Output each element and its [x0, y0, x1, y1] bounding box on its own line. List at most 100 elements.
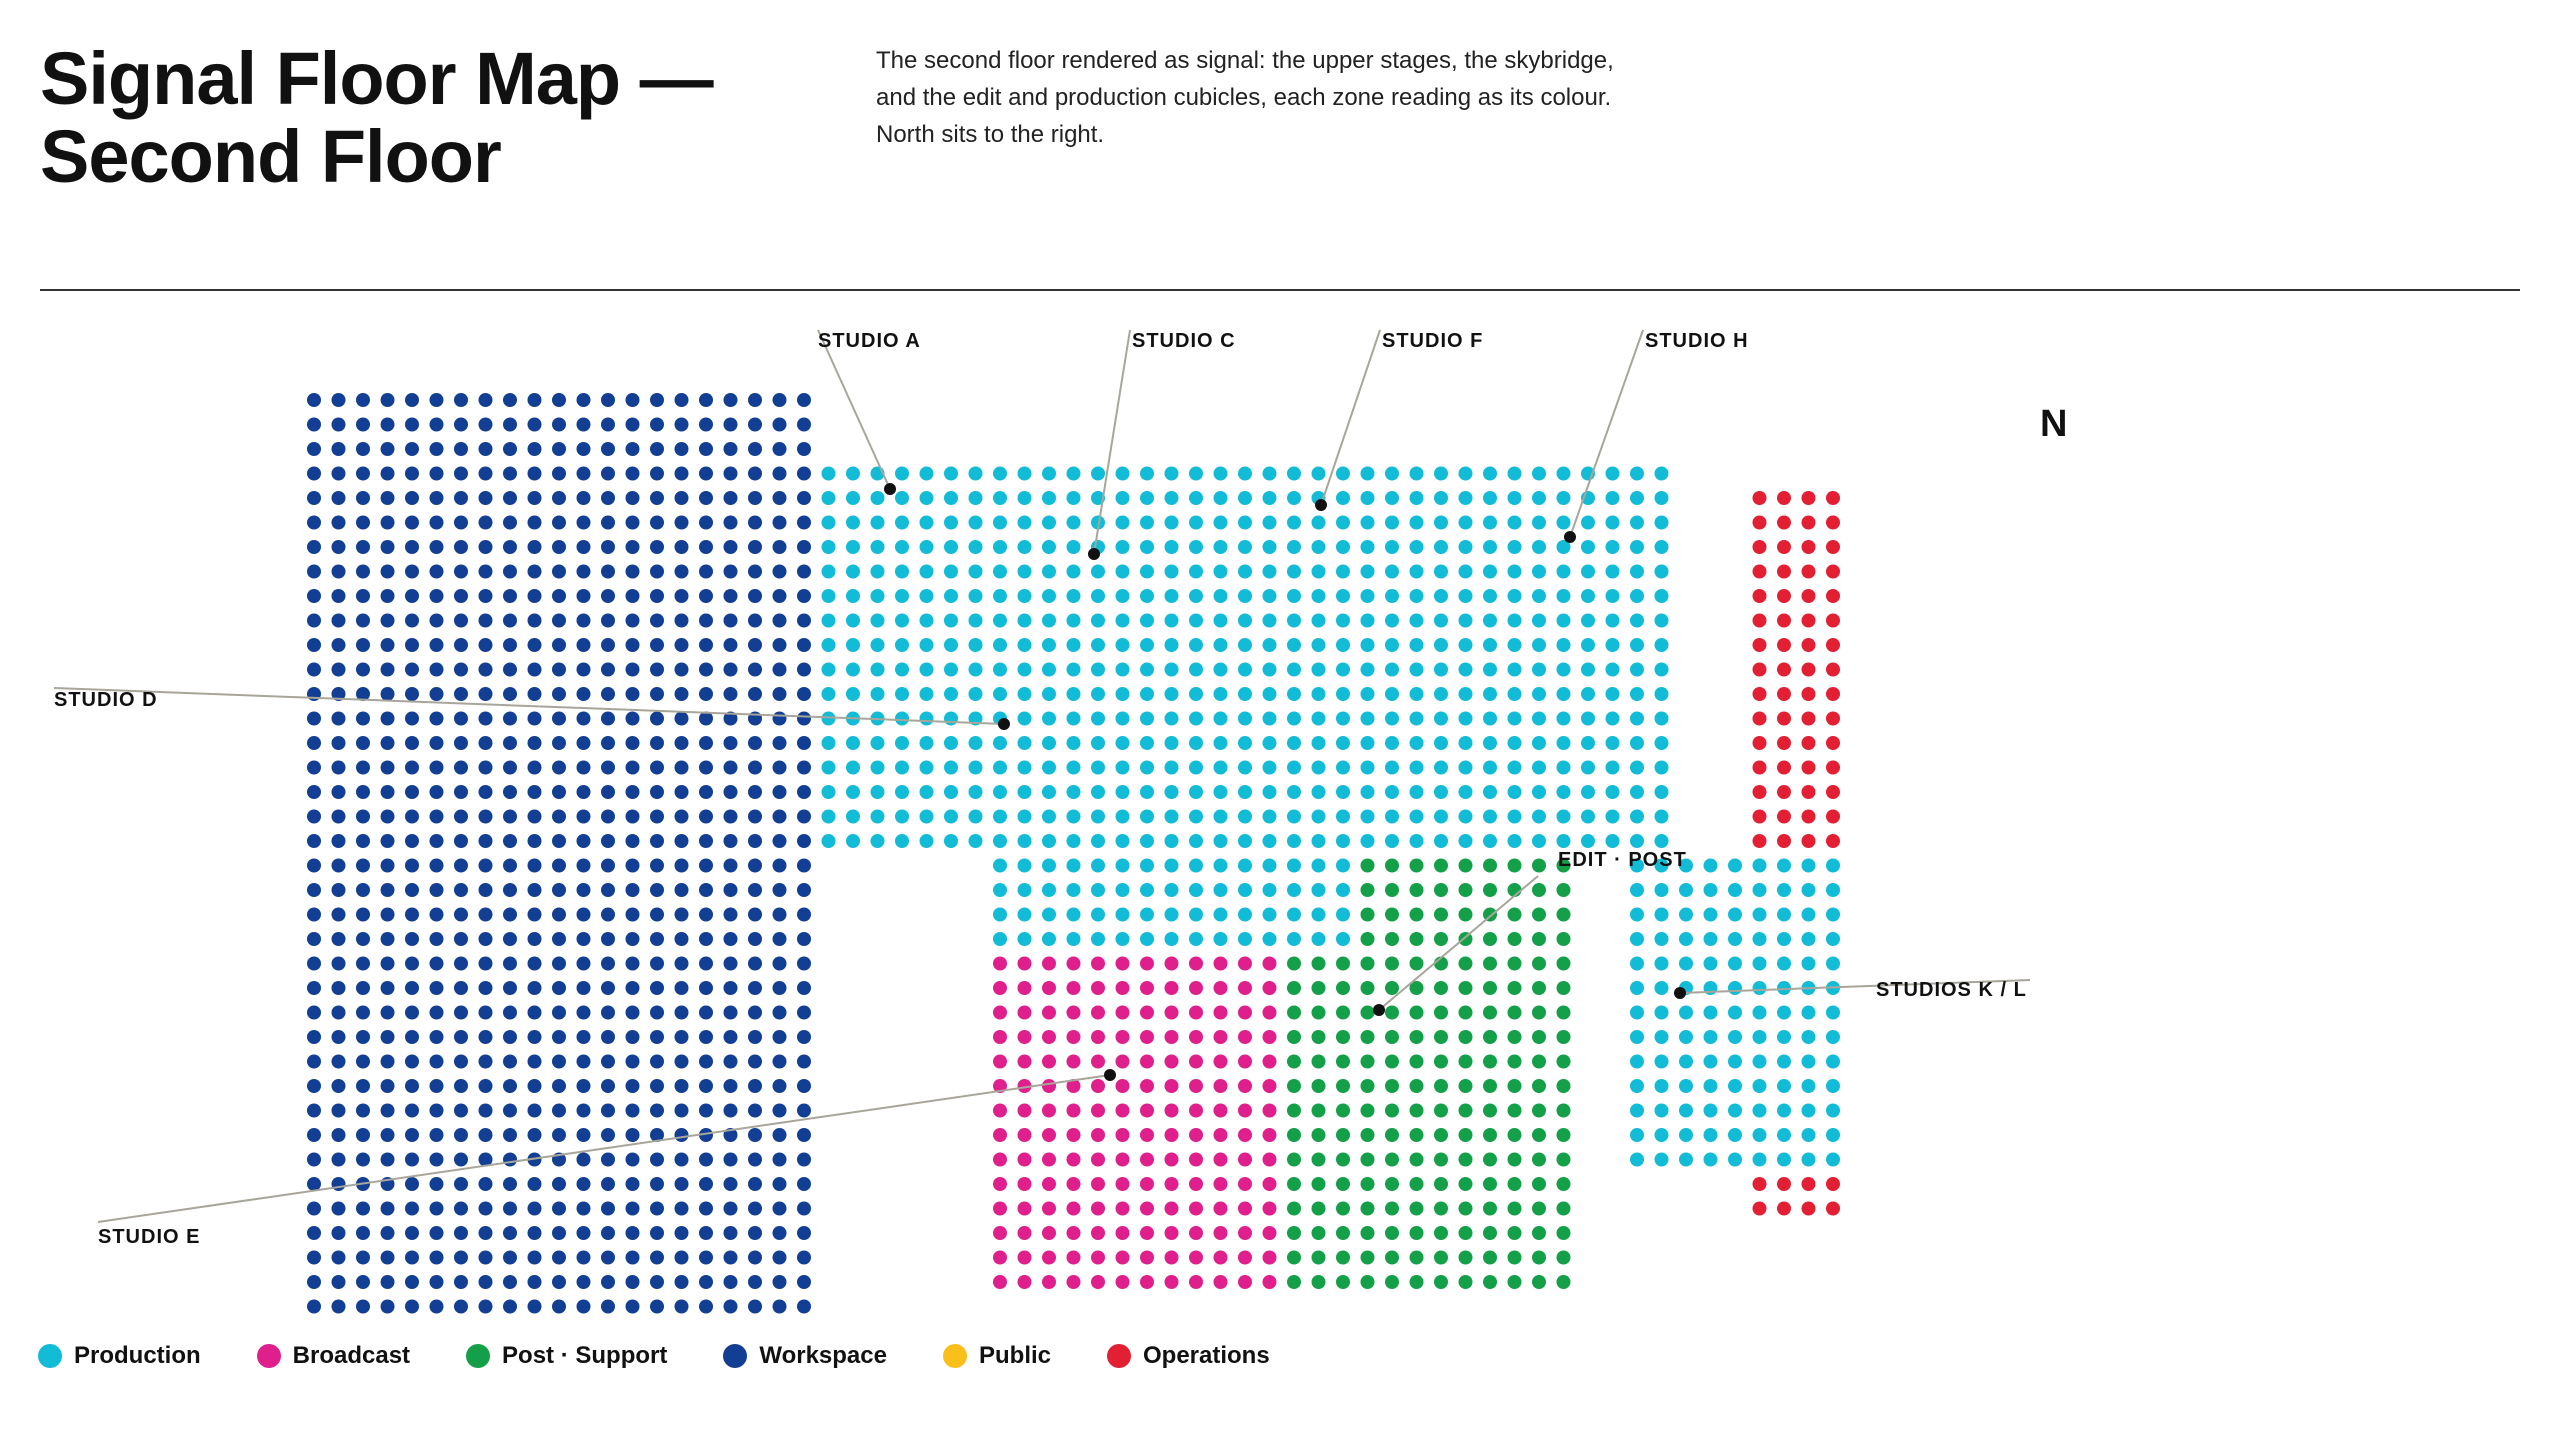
dot-post-support: [1483, 1128, 1497, 1142]
dot-broadcast: [1091, 1275, 1105, 1289]
dot-workspace: [331, 981, 346, 995]
dot-production: [1091, 907, 1105, 922]
dot-production: [1679, 858, 1693, 873]
dot-broadcast: [1140, 956, 1154, 971]
dot-workspace: [552, 1054, 566, 1069]
dot-workspace: [674, 662, 689, 677]
dot-workspace: [748, 515, 762, 530]
dot-workspace: [601, 907, 615, 922]
dot-production: [1091, 589, 1105, 603]
dot-production: [1556, 613, 1571, 628]
dot-production: [993, 491, 1007, 505]
dot-production: [993, 662, 1007, 677]
dot-workspace: [699, 834, 713, 848]
dot-workspace: [331, 540, 346, 554]
dot-production: [1507, 711, 1522, 726]
dot-production: [1066, 662, 1081, 677]
dot-workspace: [576, 981, 591, 995]
dot-broadcast: [1164, 1226, 1179, 1240]
dot-workspace: [723, 956, 738, 971]
dot-production: [1458, 613, 1473, 628]
dot-workspace: [356, 711, 370, 726]
dot-workspace: [429, 834, 444, 848]
dot-workspace: [601, 1054, 615, 1069]
dot-production: [1311, 589, 1326, 603]
dot-workspace: [797, 1005, 811, 1020]
dot-operations: [1752, 687, 1767, 701]
dot-workspace: [380, 491, 395, 505]
dot-workspace: [576, 785, 591, 799]
dot-workspace: [625, 1128, 640, 1142]
dot-workspace: [772, 1005, 787, 1020]
dot-workspace: [478, 785, 493, 799]
dot-workspace: [356, 1030, 370, 1044]
dot-production: [895, 809, 909, 824]
dot-operations: [1801, 785, 1816, 799]
dot-workspace: [674, 785, 689, 799]
dot-production: [1654, 1030, 1669, 1044]
legend-item-production: Production: [38, 1342, 201, 1370]
dot-production: [1409, 540, 1424, 554]
dot-workspace: [356, 736, 370, 750]
dot-production: [1507, 760, 1522, 775]
dot-production: [1630, 736, 1644, 750]
page-description: The second floor rendered as signal: the…: [876, 42, 1776, 153]
dot-workspace: [478, 417, 493, 432]
dot-workspace: [356, 1005, 370, 1020]
dot-broadcast: [1140, 1250, 1154, 1265]
dot-production: [1434, 466, 1448, 481]
dot-production: [1630, 1152, 1644, 1167]
dot-workspace: [478, 515, 493, 530]
dot-production: [1287, 515, 1301, 530]
dot-production: [1115, 883, 1130, 897]
dot-workspace: [527, 736, 542, 750]
dot-production: [1654, 613, 1669, 628]
dot-post-support: [1458, 1250, 1473, 1265]
dot-post-support: [1311, 981, 1326, 995]
dot-production: [1801, 1152, 1816, 1167]
dot-workspace: [699, 809, 713, 824]
dot-workspace: [478, 1250, 493, 1265]
dot-production: [1532, 613, 1546, 628]
dot-production: [919, 711, 934, 726]
dot-operations: [1777, 613, 1791, 628]
dot-post-support: [1556, 907, 1571, 922]
dot-operations: [1801, 809, 1816, 824]
dot-broadcast: [1213, 1005, 1228, 1020]
dot-production: [1777, 932, 1791, 946]
dot-post-support: [1434, 883, 1448, 897]
dot-workspace: [503, 736, 517, 750]
dot-broadcast: [1164, 1152, 1179, 1167]
dot-production: [1630, 515, 1644, 530]
dot-broadcast: [1017, 1005, 1032, 1020]
dot-production: [1336, 687, 1350, 701]
dot-production: [1311, 466, 1326, 481]
dot-production: [895, 540, 909, 554]
dot-production: [1360, 491, 1375, 505]
dot-workspace: [748, 393, 762, 407]
dot-broadcast: [1164, 1250, 1179, 1265]
dot-post-support: [1409, 1226, 1424, 1240]
callout-leaders: [53, 329, 2031, 1223]
dot-production: [1728, 981, 1742, 995]
dot-workspace: [527, 662, 542, 677]
dot-production: [821, 638, 836, 652]
dot-workspace: [674, 956, 689, 971]
dot-workspace: [380, 1152, 395, 1167]
dot-workspace: [331, 1177, 346, 1191]
dot-production: [1164, 760, 1179, 775]
dot-production: [1728, 956, 1742, 971]
dot-production: [1360, 613, 1375, 628]
dot-workspace: [380, 564, 395, 579]
dot-workspace: [356, 393, 370, 407]
dot-workspace: [625, 785, 640, 799]
dot-production: [1213, 907, 1228, 922]
dot-workspace: [772, 687, 787, 701]
dot-workspace: [699, 393, 713, 407]
dot-production: [1115, 540, 1130, 554]
dot-production: [1066, 736, 1081, 750]
dot-post-support: [1556, 981, 1571, 995]
dot-post-support: [1409, 1250, 1424, 1265]
dot-broadcast: [1017, 1226, 1032, 1240]
